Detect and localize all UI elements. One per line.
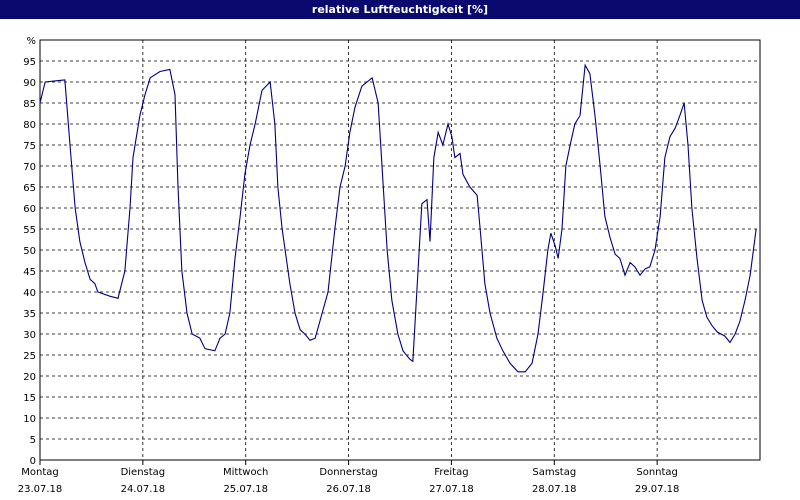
y-tick-label: 0 — [30, 456, 36, 467]
title-bar — [0, 0, 800, 19]
data-line — [39, 63, 757, 373]
y-tick-label: 95 — [23, 57, 36, 68]
y-tick-label: 75 — [23, 141, 36, 152]
y-tick-label: 55 — [23, 225, 36, 236]
y-tick-label: 5 — [30, 435, 36, 446]
y-tick-label: 50 — [23, 246, 36, 257]
x-tick-label: Sonntag — [636, 467, 678, 478]
y-tick-label: 35 — [23, 309, 36, 320]
x-tick-label: Samstag — [532, 467, 576, 478]
y-tick-label: 40 — [23, 288, 36, 299]
y-tick-label: 85 — [23, 99, 36, 110]
x-tick-date: 25.07.18 — [223, 484, 268, 495]
chart-title: relative Luftfeuchtigkeit [%] — [312, 3, 488, 16]
x-tick-date: 29.07.18 — [635, 484, 680, 495]
y-tick-label: 90 — [23, 78, 36, 89]
x-tick-date: 26.07.18 — [326, 484, 371, 495]
x-tick-date: 28.07.18 — [532, 484, 577, 495]
y-tick-label: 65 — [23, 183, 36, 194]
x-tick-label: Montag — [21, 467, 58, 478]
x-tick-label: Mittwoch — [223, 467, 268, 478]
x-tick-label: Dienstag — [121, 467, 166, 478]
y-tick-label: 15 — [23, 393, 36, 404]
x-tick-date: 23.07.18 — [18, 484, 63, 495]
x-tick-label: Freitag — [434, 467, 468, 478]
x-tick-date: 27.07.18 — [429, 484, 474, 495]
y-tick-label: % — [26, 36, 36, 47]
y-tick-label: 20 — [23, 372, 36, 383]
y-tick-label: 10 — [23, 414, 36, 425]
y-tick-label: 80 — [23, 120, 36, 131]
y-tick-label: 70 — [23, 162, 36, 173]
y-tick-label: 45 — [23, 267, 36, 278]
y-tick-label: 60 — [23, 204, 36, 215]
x-tick-label: Donnerstag — [319, 467, 377, 478]
x-tick-date: 24.07.18 — [121, 484, 166, 495]
y-tick-label: 25 — [23, 351, 36, 362]
y-tick-label: 30 — [23, 330, 36, 341]
